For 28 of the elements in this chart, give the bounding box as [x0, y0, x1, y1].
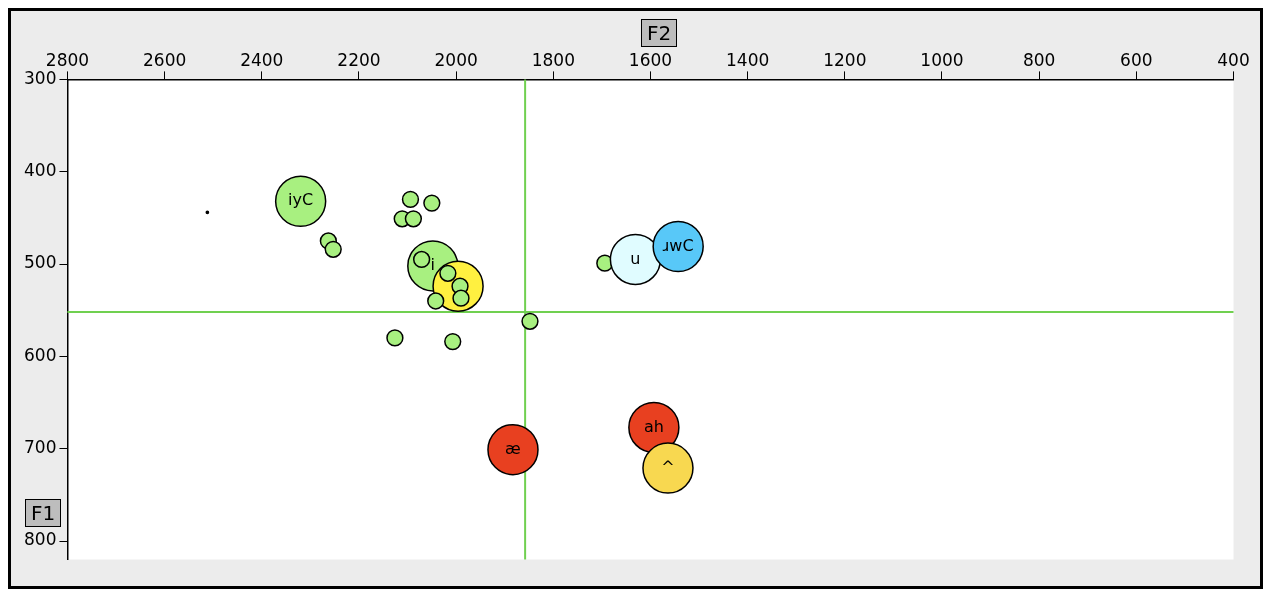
x-axis-title: F2 — [641, 19, 678, 47]
annotation: æ — [505, 438, 521, 458]
annotation: ah — [643, 416, 664, 436]
y-tick-label: 500 — [23, 252, 57, 273]
y-tick-label: 300 — [23, 67, 57, 88]
x-tick-label: 1600 — [628, 49, 673, 70]
annotation: ɹwC — [662, 235, 694, 255]
x-tick-label: 1400 — [726, 49, 770, 70]
y-tick-label: 800 — [23, 529, 57, 550]
annotation: iyC — [288, 190, 314, 210]
annotation: ^ — [661, 457, 675, 477]
x-tick-label: 2600 — [142, 49, 187, 70]
annotation: i — [430, 255, 436, 275]
y-axis-title: F1 — [25, 499, 62, 527]
y-tick-label: 700 — [23, 437, 57, 458]
y-tick-label: 400 — [23, 160, 57, 181]
x-tick-label: 800 — [1022, 49, 1056, 70]
x-tick-label: 2800 — [45, 49, 90, 70]
x-tick-label: 1800 — [531, 49, 575, 70]
x-tick-label: 400 — [1217, 49, 1250, 70]
annotation: u — [630, 248, 641, 268]
x-tick-label: 2200 — [337, 49, 381, 70]
x-tick-label: 600 — [1120, 49, 1153, 70]
x-tick-label: 1200 — [823, 49, 867, 70]
x-tick-label: 1000 — [920, 49, 964, 70]
x-tick-label: 2000 — [434, 49, 478, 70]
x-tick-label: 2400 — [240, 49, 284, 70]
y-tick-label: 600 — [23, 344, 57, 365]
